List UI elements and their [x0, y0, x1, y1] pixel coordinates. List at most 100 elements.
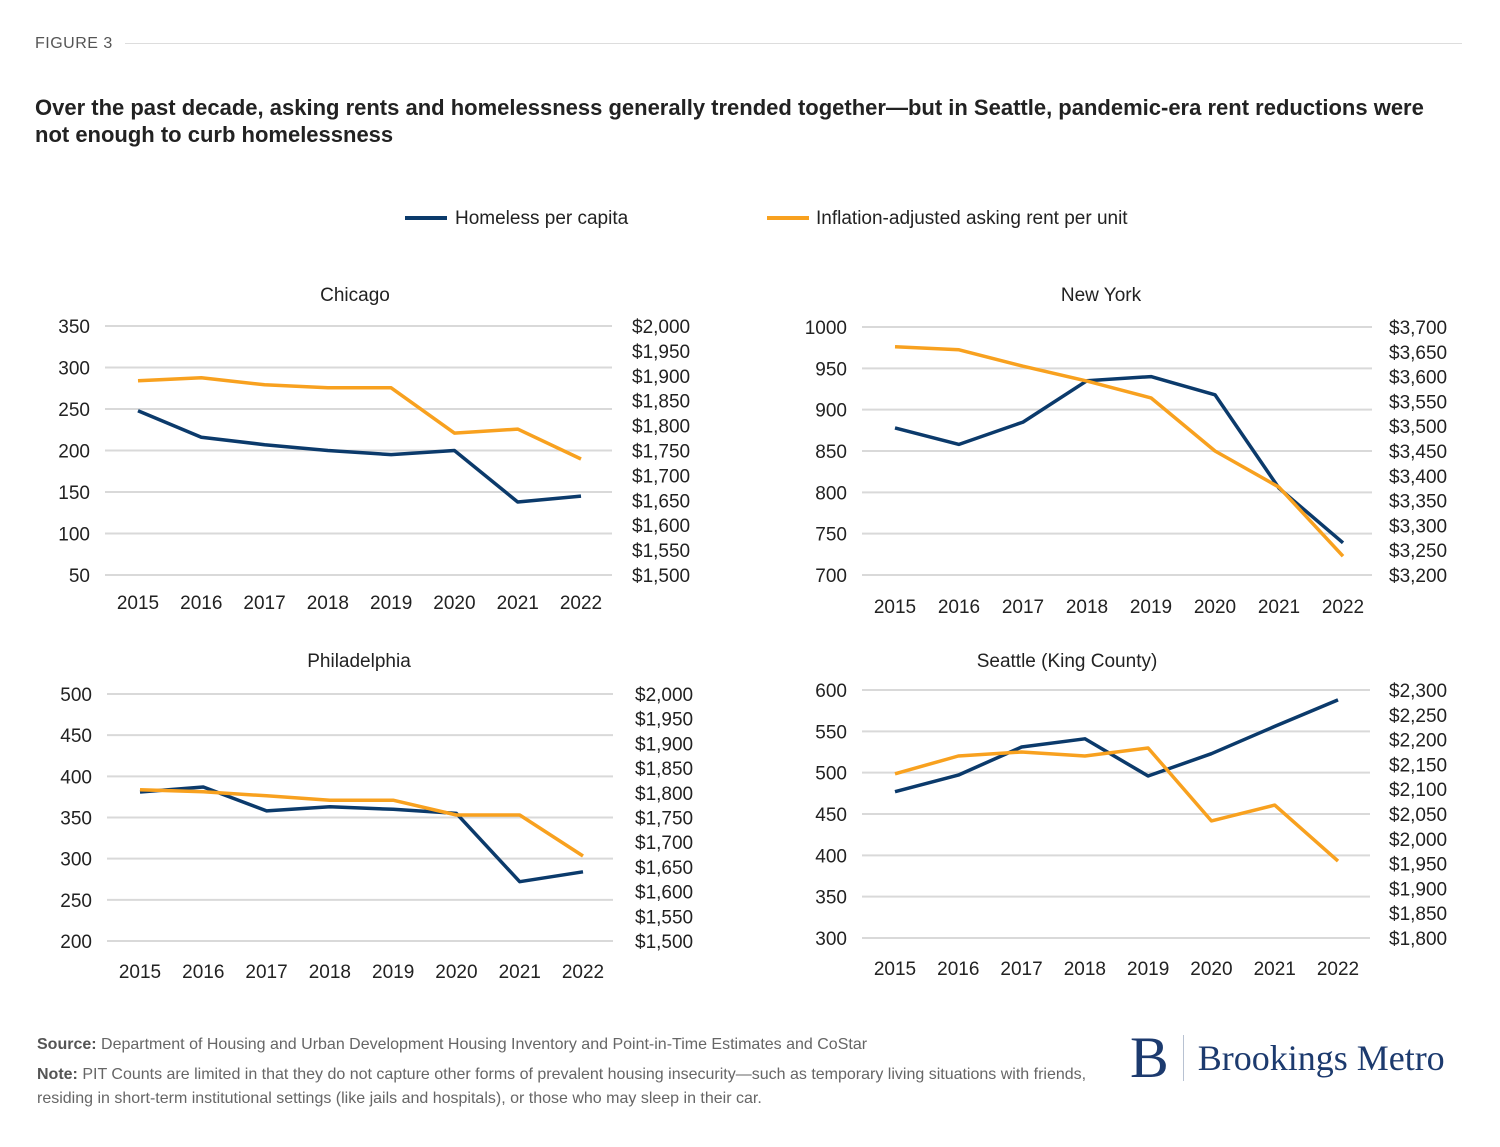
right-axis-tick-label: $3,300 — [1389, 516, 1447, 537]
panel-new-york: New York 1000 950 900 850 800 750 700 $3,700 $3,6… — [805, 285, 1447, 618]
right-axis-tick-label: $1,600 — [632, 516, 690, 537]
legend-label-homeless: Homeless per capita — [455, 208, 629, 229]
right-axis-tick-label: $2,000 — [1389, 830, 1447, 851]
series-line-rent — [894, 746, 1340, 863]
x-axis-tick-label: 2016 — [180, 593, 222, 614]
left-axis-tick-label: 200 — [60, 932, 92, 953]
x-axis-tick-label: 2021 — [1254, 959, 1296, 980]
left-axis-tick-label: 850 — [815, 442, 847, 463]
x-axis-tick-label: 2019 — [1130, 597, 1172, 618]
right-axis-tick-label: $3,450 — [1389, 442, 1447, 463]
left-axis-tick-label: 550 — [815, 722, 847, 743]
left-axis-tick-label: 400 — [815, 846, 847, 867]
right-axis-tick-label: $1,800 — [1389, 929, 1447, 950]
right-axis-tick-label: $1,800 — [635, 784, 693, 805]
footer: Source: Department of Housing and Urban … — [37, 1033, 1117, 1111]
left-axis-tick-label: 50 — [69, 566, 90, 587]
left-axis-tick-label: 900 — [815, 401, 847, 422]
right-axis-tick-label: $1,800 — [632, 417, 690, 438]
right-axis-tick-label: $2,150 — [1389, 755, 1447, 776]
left-axis-tick-label: 700 — [815, 566, 847, 587]
brookings-metro-logo: B Brookings Metro — [1130, 1025, 1445, 1090]
right-axis-tick-label: $3,550 — [1389, 392, 1447, 413]
panel-title: Seattle (King County) — [977, 651, 1158, 672]
left-axis-tick-label: 250 — [60, 891, 92, 912]
right-axis-tick-label: $1,850 — [635, 759, 693, 780]
left-axis-tick-label: 100 — [58, 525, 90, 546]
right-axis-tick-label: $2,050 — [1389, 805, 1447, 826]
left-axis-tick-label: 400 — [60, 767, 92, 788]
right-axis-tick-label: $1,750 — [632, 442, 690, 463]
x-axis-tick-label: 2015 — [874, 959, 916, 980]
right-axis-tick-label: $1,750 — [635, 809, 693, 830]
right-axis-tick-label: $1,700 — [632, 466, 690, 487]
right-axis-tick-label: $1,650 — [635, 858, 693, 879]
chart-title: Over the past decade, asking rents and h… — [35, 95, 1424, 147]
x-axis-tick-label: 2020 — [435, 962, 477, 983]
x-axis-tick-label: 2017 — [1000, 959, 1042, 980]
x-axis-tick-label: 2021 — [499, 962, 541, 983]
right-axis-tick-label: $1,900 — [635, 734, 693, 755]
x-axis-tick-label: 2017 — [1002, 597, 1044, 618]
left-axis-tick-label: 350 — [58, 317, 90, 338]
series-line-homeless — [894, 698, 1339, 794]
series-line-rent — [137, 376, 582, 461]
right-axis-tick-label: $1,950 — [1389, 855, 1447, 876]
panel-chicago: Chicago 350 300 250 200 150 100 50 $2,000 $1,950 $… — [58, 285, 690, 614]
header-divider — [125, 43, 1462, 44]
left-axis-tick-label: 150 — [58, 483, 90, 504]
x-axis-tick-label: 2022 — [562, 962, 604, 983]
legend-label-rent: Inflation-adjusted asking rent per unit — [816, 208, 1128, 229]
right-axis-tick-label: $2,000 — [632, 317, 690, 338]
right-axis-tick-label: $3,650 — [1389, 343, 1447, 364]
x-axis-tick-label: 2021 — [497, 593, 539, 614]
logo-name: Brookings Metro — [1197, 1038, 1445, 1078]
right-axis-tick-label: $1,500 — [632, 566, 690, 587]
x-axis-tick-label: 2015 — [117, 593, 159, 614]
right-axis-tick-label: $1,500 — [635, 932, 693, 953]
x-axis-tick-label: 2018 — [309, 962, 351, 983]
x-axis-tick-label: 2015 — [874, 597, 916, 618]
left-axis-tick-label: 800 — [815, 483, 847, 504]
right-axis-tick-label: $1,950 — [635, 710, 693, 731]
right-axis-tick-label: $2,000 — [635, 685, 693, 706]
x-axis-tick-label: 2015 — [119, 962, 161, 983]
left-axis-tick-label: 450 — [60, 726, 92, 747]
right-axis-tick-label: $1,850 — [1389, 904, 1447, 925]
right-axis-tick-label: $3,350 — [1389, 492, 1447, 513]
panel-title: Philadelphia — [307, 651, 411, 672]
left-axis-tick-label: 350 — [815, 888, 847, 909]
series-line-homeless — [137, 409, 582, 504]
x-axis-tick-label: 2020 — [433, 593, 475, 614]
x-axis-tick-label: 2017 — [245, 962, 287, 983]
x-axis-tick-label: 2016 — [938, 597, 980, 618]
right-axis-tick-label: $1,650 — [632, 491, 690, 512]
x-axis-tick-label: 2019 — [372, 962, 414, 983]
panel-philadelphia: Philadelphia 500 450 400 350 300 250 200 $2,000 $… — [60, 651, 693, 983]
series-line-rent — [894, 345, 1345, 558]
left-axis-tick-label: 250 — [58, 400, 90, 421]
x-axis-tick-label: 2017 — [243, 593, 285, 614]
left-axis-tick-label: 600 — [815, 681, 847, 702]
x-axis-tick-label: 2022 — [1322, 597, 1364, 618]
right-axis-tick-label: $3,600 — [1389, 368, 1447, 389]
right-axis-tick-label: $1,700 — [635, 833, 693, 854]
right-axis-tick-label: $3,400 — [1389, 467, 1447, 488]
x-axis-tick-label: 2022 — [1317, 959, 1359, 980]
panel-seattle-king-county: Seattle (King County) 600 550 500 450 400 350 3… — [815, 651, 1447, 980]
left-axis-tick-label: 350 — [60, 809, 92, 830]
right-axis-tick-label: $3,500 — [1389, 417, 1447, 438]
left-axis-tick-label: 200 — [58, 442, 90, 463]
x-axis-tick-label: 2021 — [1258, 597, 1300, 618]
left-axis-tick-label: 450 — [815, 805, 847, 826]
legend: Homeless per capita Inflation-adjusted a… — [405, 208, 1128, 229]
series-line-rent — [139, 788, 584, 858]
right-axis-tick-label: $2,300 — [1389, 681, 1447, 702]
left-axis-tick-label: 300 — [60, 850, 92, 871]
left-axis-tick-label: 750 — [815, 525, 847, 546]
right-axis-tick-label: $1,850 — [632, 392, 690, 413]
logo-mark: B — [1130, 1025, 1169, 1090]
left-axis-tick-label: 500 — [60, 685, 92, 706]
right-axis-tick-label: $2,250 — [1389, 706, 1447, 727]
left-axis-tick-label: 300 — [58, 359, 90, 380]
